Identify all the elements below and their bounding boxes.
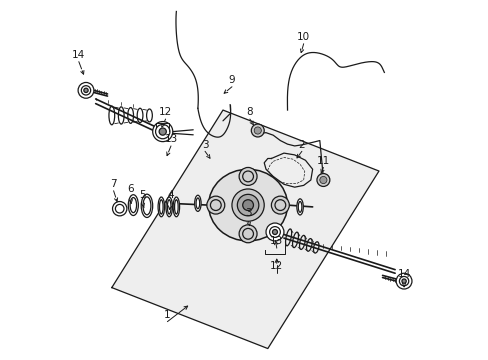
Text: 13: 13 <box>269 237 283 246</box>
Circle shape <box>271 196 289 214</box>
Text: 1: 1 <box>164 310 170 320</box>
Circle shape <box>231 189 264 221</box>
Circle shape <box>242 200 253 211</box>
Text: 3: 3 <box>244 208 251 218</box>
Circle shape <box>319 176 326 184</box>
Ellipse shape <box>296 199 303 215</box>
Text: 14: 14 <box>72 50 85 60</box>
Circle shape <box>272 229 277 234</box>
Ellipse shape <box>194 195 201 211</box>
Circle shape <box>78 82 94 98</box>
Text: 2: 2 <box>298 140 305 149</box>
Circle shape <box>239 167 257 185</box>
Circle shape <box>83 88 88 93</box>
Polygon shape <box>112 110 378 348</box>
Text: 11: 11 <box>316 156 329 166</box>
Circle shape <box>159 128 166 135</box>
Text: 6: 6 <box>127 184 134 194</box>
Text: 5: 5 <box>139 190 145 200</box>
Circle shape <box>401 279 406 283</box>
Ellipse shape <box>128 195 138 216</box>
Ellipse shape <box>158 197 164 217</box>
Circle shape <box>265 223 284 241</box>
Text: 7: 7 <box>110 179 117 189</box>
Circle shape <box>237 194 258 216</box>
Text: 9: 9 <box>228 75 235 85</box>
Ellipse shape <box>208 169 287 241</box>
Circle shape <box>395 273 411 289</box>
Text: 13: 13 <box>164 134 177 144</box>
Circle shape <box>251 124 264 137</box>
Circle shape <box>254 127 261 134</box>
Ellipse shape <box>165 197 172 217</box>
Circle shape <box>316 174 329 186</box>
Text: 10: 10 <box>297 32 309 42</box>
Text: 12: 12 <box>269 261 283 271</box>
Text: 12: 12 <box>159 107 172 117</box>
Text: 3: 3 <box>202 140 208 149</box>
Text: 14: 14 <box>397 269 410 279</box>
Circle shape <box>112 202 126 216</box>
Text: 4: 4 <box>167 190 174 200</box>
Ellipse shape <box>141 194 152 217</box>
Ellipse shape <box>173 197 179 217</box>
Circle shape <box>152 122 172 141</box>
Text: 8: 8 <box>246 107 253 117</box>
Circle shape <box>206 196 224 214</box>
Circle shape <box>239 225 257 243</box>
